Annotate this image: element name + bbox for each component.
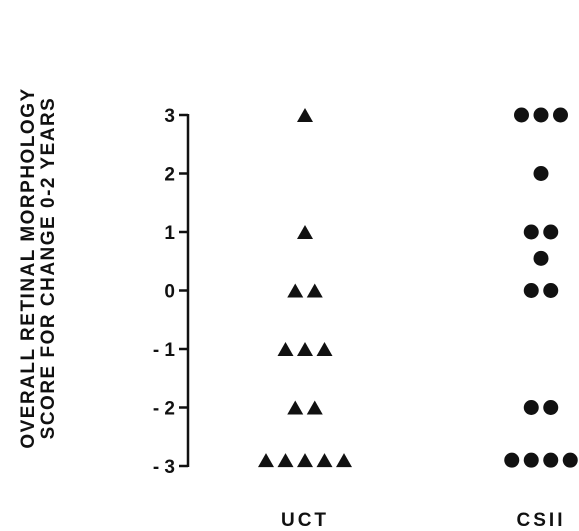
- csii-circle-marker: [514, 107, 529, 123]
- csii-circle-marker: [533, 107, 549, 123]
- csii-circle-marker: [562, 452, 578, 468]
- y-axis: 3 2 1 0 - 1 - 2 - 3: [153, 106, 190, 478]
- y-tick-label: 1: [164, 223, 175, 244]
- uct-triangle-marker: [258, 453, 274, 468]
- csii-circle-marker: [543, 452, 559, 468]
- y-tick-label: 2: [164, 165, 175, 186]
- y-axis-title: OVERALL RETINAL MORPHOLOGY SCORE FOR CHA…: [18, 87, 59, 448]
- uct-triangle-marker: [297, 453, 313, 468]
- csii-circle-marker: [533, 250, 549, 266]
- uct-triangle-marker: [316, 453, 333, 468]
- csii-circle-marker: [523, 400, 539, 415]
- plot-area: [258, 107, 578, 468]
- csii-circle-marker: [533, 166, 549, 181]
- y-tick-label: - 3: [153, 457, 175, 478]
- csii-circle-marker: [523, 224, 539, 240]
- csii-circle-marker: [553, 107, 568, 123]
- uct-triangle-marker: [336, 453, 352, 468]
- x-category-label: CSII: [517, 510, 566, 531]
- csii-circle-marker: [523, 283, 539, 298]
- csii-circle-marker: [504, 452, 520, 468]
- uct-triangle-marker: [277, 342, 294, 356]
- uct-triangle-marker: [287, 283, 304, 298]
- y-tick-label: 3: [164, 106, 175, 127]
- y-axis-title-line-1: OVERALL RETINAL MORPHOLOGY: [18, 87, 39, 448]
- csii-circle-marker: [543, 224, 559, 240]
- uct-triangle-marker: [306, 400, 323, 415]
- uct-triangle-marker: [287, 400, 304, 415]
- y-tick-label: - 1: [153, 340, 176, 361]
- uct-triangle-marker: [297, 342, 313, 356]
- uct-triangle-marker: [297, 225, 313, 239]
- uct-triangle-marker: [316, 342, 333, 356]
- uct-triangle-marker: [306, 283, 323, 298]
- y-tick-label: 0: [164, 282, 175, 303]
- x-category-labels: UCT CSII: [281, 510, 566, 531]
- y-axis-title-line-2: SCORE FOR CHANGE 0-2 YEARS: [38, 97, 59, 440]
- uct-triangle-marker: [277, 453, 294, 468]
- csii-circle-marker: [543, 283, 559, 298]
- uct-triangle-marker: [297, 108, 313, 122]
- x-category-label: UCT: [281, 510, 329, 531]
- csii-circle-marker: [523, 452, 539, 468]
- y-tick-label: - 2: [153, 399, 175, 420]
- csii-circle-marker: [543, 400, 559, 415]
